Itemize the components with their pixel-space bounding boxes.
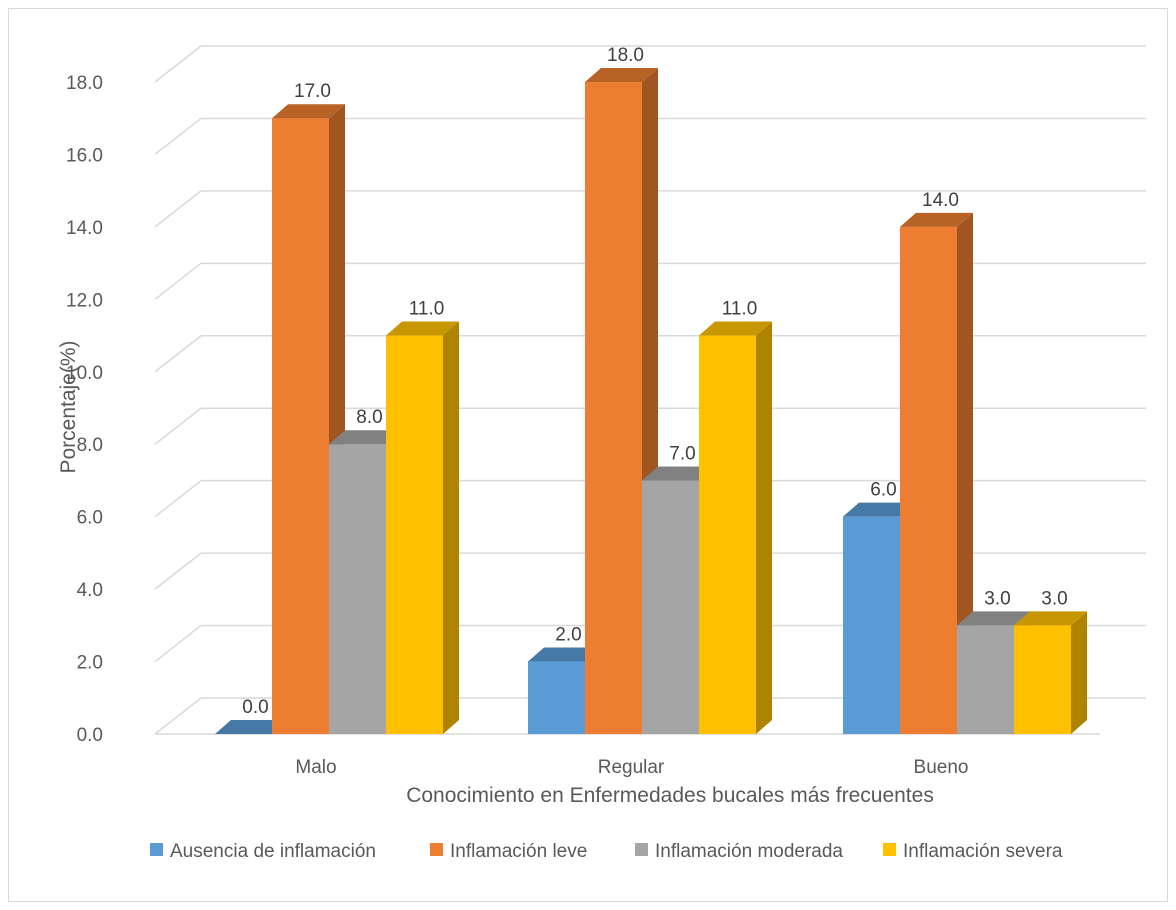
bar bbox=[215, 720, 288, 734]
y-tick-label: 6.0 bbox=[77, 508, 103, 529]
data-label: 0.0 bbox=[242, 697, 268, 718]
bar-top bbox=[329, 430, 402, 445]
legend-swatch bbox=[883, 843, 896, 856]
bar-front bbox=[585, 82, 642, 734]
data-label: 18.0 bbox=[607, 45, 644, 66]
legend-item: Inflamación severa bbox=[883, 841, 1063, 862]
gridline-side bbox=[154, 407, 202, 445]
bar-side bbox=[1071, 611, 1087, 734]
data-label: 8.0 bbox=[356, 407, 382, 428]
bar bbox=[699, 321, 772, 734]
gridline-side bbox=[154, 45, 202, 83]
bars bbox=[215, 68, 1087, 734]
data-label: 17.0 bbox=[294, 81, 331, 102]
bar-front bbox=[528, 661, 585, 734]
data-label: 2.0 bbox=[555, 625, 581, 646]
gridline-side bbox=[154, 480, 202, 518]
bar-front bbox=[957, 625, 1014, 734]
bar-front bbox=[272, 118, 329, 734]
bar bbox=[386, 321, 459, 734]
y-tick-label: 14.0 bbox=[66, 218, 103, 239]
legend-swatch bbox=[430, 843, 443, 856]
data-label: 6.0 bbox=[870, 480, 896, 501]
gridline-side bbox=[154, 624, 202, 663]
y-tick-label: 16.0 bbox=[66, 145, 103, 166]
gridline-side bbox=[154, 190, 202, 228]
bar-top bbox=[272, 104, 345, 119]
bar-top bbox=[642, 466, 715, 481]
legend-label: Inflamación severa bbox=[903, 841, 1063, 862]
bar-side bbox=[756, 321, 772, 734]
data-label: 11.0 bbox=[409, 299, 445, 320]
gridline-side bbox=[154, 335, 202, 373]
data-label: 14.0 bbox=[922, 190, 959, 211]
bar-top bbox=[843, 502, 916, 517]
gridline-side bbox=[154, 262, 202, 300]
gridline-side bbox=[154, 552, 202, 590]
bar-front bbox=[1014, 625, 1071, 734]
bar bbox=[900, 212, 973, 734]
legend-item: Inflamación leve bbox=[430, 841, 587, 862]
data-label: 3.0 bbox=[1041, 588, 1067, 609]
bar-top bbox=[699, 321, 772, 336]
bar bbox=[272, 104, 345, 734]
data-label: 7.0 bbox=[669, 443, 695, 464]
bar-side bbox=[443, 321, 459, 734]
y-axis-title: Porcentaje(%) bbox=[57, 340, 80, 473]
bar-front bbox=[843, 516, 900, 734]
y-tick-label: 4.0 bbox=[77, 580, 103, 601]
y-tick-label: 0.0 bbox=[77, 725, 103, 746]
x-tick-label: Bueno bbox=[914, 757, 969, 778]
chart-frame bbox=[8, 8, 1168, 902]
legend-label: Ausencia de inflamación bbox=[170, 841, 376, 862]
bar-front bbox=[699, 335, 756, 734]
bar-front bbox=[329, 444, 386, 734]
bar-top bbox=[585, 68, 658, 82]
legend: Ausencia de inflamación Inflamación leve I… bbox=[150, 841, 1063, 862]
legend-label: Inflamación leve bbox=[450, 841, 587, 862]
x-tick-label: Malo bbox=[295, 757, 336, 778]
data-label: 3.0 bbox=[984, 588, 1010, 609]
x-tick-labels: Malo Regular Bueno bbox=[295, 757, 968, 778]
legend-swatch bbox=[150, 843, 163, 856]
bar-side bbox=[957, 212, 973, 734]
data-labels: 0.0 17.0 8.0 11.0 2.0 18.0 7.0 11.0 6.0 14.0 3.0 3.… bbox=[242, 45, 1067, 718]
x-axis-title: Conocimiento en Enfermedades bucales más… bbox=[406, 784, 934, 807]
legend-label: Inflamación moderada bbox=[655, 841, 843, 862]
x-tick-label: Regular bbox=[598, 757, 665, 778]
data-label: 11.0 bbox=[722, 299, 758, 320]
bar-top bbox=[528, 647, 601, 662]
gridline-side bbox=[154, 117, 202, 156]
legend-item: Ausencia de inflamación bbox=[150, 841, 376, 862]
bar-top bbox=[900, 212, 973, 227]
gridline-side bbox=[154, 697, 202, 735]
y-tick-label: 8.0 bbox=[77, 435, 103, 456]
y-tick-label: 10.0 bbox=[66, 363, 103, 384]
legend-item: Inflamación moderada bbox=[635, 841, 843, 862]
y-tick-label: 2.0 bbox=[77, 653, 103, 674]
bar-front bbox=[900, 226, 957, 734]
bar-top bbox=[215, 720, 288, 734]
bar-top bbox=[1014, 611, 1087, 626]
y-tick-label: 18.0 bbox=[66, 73, 103, 94]
bar-top bbox=[386, 321, 459, 336]
legend-swatch bbox=[635, 843, 648, 856]
bar-top bbox=[957, 611, 1030, 626]
y-tick-label: 12.0 bbox=[66, 290, 103, 311]
bar-front bbox=[642, 480, 699, 734]
y-tick-labels: 0.0 2.0 4.0 6.0 8.0 10.0 12.0 14.0 16.0 18.0 bbox=[66, 73, 103, 746]
bar-front bbox=[386, 335, 443, 734]
bar bbox=[1014, 611, 1087, 734]
